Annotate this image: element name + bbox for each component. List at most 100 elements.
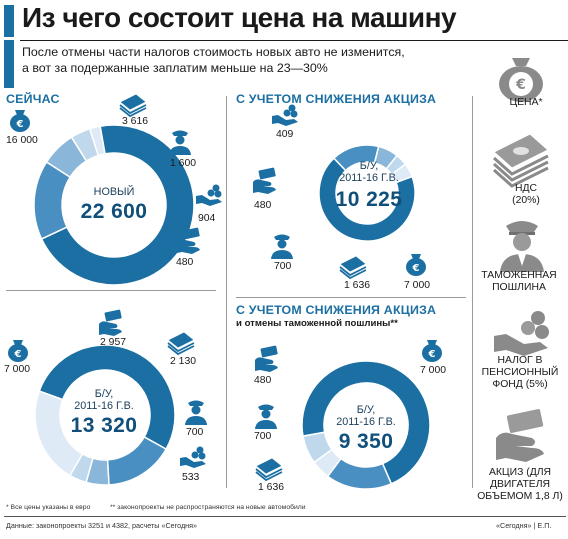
value-label-now-price: 16 000 (6, 135, 38, 146)
value-label-excise-customs-pension: 700 (254, 431, 272, 442)
customs-officer-icon (185, 400, 207, 425)
legend-label-excise-line-3: ОБЪЕМОМ 1,8 Л) (477, 491, 563, 502)
legend-label-price-line-1: ЦЕНА* (509, 97, 543, 108)
value-label-used-customs: 700 (186, 427, 204, 438)
customs-officer-icon (500, 221, 544, 272)
legend-label-vat-line-1: НДС (514, 183, 538, 194)
legend-label-excise-line-1: АКЦИЗ (ДЛЯ (488, 467, 552, 478)
donut-slice-price (38, 344, 176, 451)
value-label-excise-price: 7 000 (404, 280, 431, 291)
page-subtitle: После отмены части налогов стоимость нов… (22, 44, 442, 76)
legend-divider (472, 96, 473, 488)
center-sub-used: Б/У, 2011-16 Г.В. (62, 388, 146, 412)
value-label-excise-pension: 409 (276, 129, 294, 140)
svg-text:€: € (14, 349, 22, 360)
chart-icons: € € € € (8, 93, 442, 482)
vertical-divider (226, 96, 227, 488)
center-sub-excise: Б/У, 2011-16 Г.В. (329, 160, 409, 184)
value-label-used-price: 7 000 (4, 364, 31, 375)
hand-money-icon (255, 345, 278, 372)
customs-officer-icon (255, 404, 277, 429)
value-label-now-vat: 3 616 (122, 116, 149, 127)
source-rule (4, 516, 566, 517)
page-title: Из чего состоит цена на машину (22, 2, 457, 33)
legend-label-vat-line-2: (20%) (512, 195, 540, 206)
banknote-stack-icon (493, 133, 549, 188)
value-label-used-excise: 2 957 (100, 337, 127, 348)
donut-chart-excise-customs (301, 360, 431, 490)
legend-excise-icon-wrap (496, 409, 544, 462)
svg-text:€: € (428, 349, 436, 360)
money-bag-euro-icon: € (422, 340, 442, 362)
subtitle-line-1: После отмены части налогов стоимость нов… (22, 45, 405, 59)
value-label-now-pension: 904 (198, 213, 216, 224)
legend-label-customs-line-2: ПОШЛИНА (492, 282, 546, 293)
section-title-excise: С УЧЕТОМ СНИЖЕНИЯ АКЦИЗА (236, 92, 437, 106)
hand-money-icon (496, 409, 544, 462)
banknote-stack-icon (119, 93, 147, 118)
svg-text:€: € (515, 77, 526, 93)
center-sub-excise-line-2: 2011-16 Г.В. (339, 172, 399, 184)
legend-label-excise: АКЦИЗ (ДЛЯ ДВИГАТЕЛЯ ОБЪЕМОМ 1,8 Л) (474, 467, 566, 503)
hand-coins-icon (180, 446, 206, 468)
legend-label-pension: НАЛОГ В ПЕНСИОННЫЙ ФОНД (5%) (474, 355, 566, 391)
donut-slice-pension (302, 431, 333, 464)
subtitle-line-2: а вот за подержанные заплатим меньше на … (22, 61, 328, 75)
value-label-used-pension: 533 (182, 472, 200, 483)
section-subtitle-excise-customs: и отмены таможенной пошлины** (236, 318, 398, 329)
banknote-stack-icon (255, 457, 283, 482)
footnote-new-cars: ** законопроекты не распространяются на … (110, 504, 306, 511)
value-label-excise-excise: 480 (254, 200, 272, 211)
donut-slice-price (40, 124, 195, 286)
subtitle-accent-bar (4, 40, 14, 88)
center-total-excise: 10 225 (335, 188, 403, 211)
source-credit: «Сегодня» | Е.П. (496, 521, 552, 530)
center-sub-excise-customs: Б/У, 2011-16 Г.В. (324, 404, 408, 428)
value-label-now-excise: 480 (176, 257, 194, 268)
value-label-excise-customs-vat: 1 636 (258, 482, 285, 493)
donut-slice-excise (34, 390, 84, 477)
center-total-excise-customs: 9 350 (338, 430, 394, 453)
donut-slice-price (301, 360, 431, 485)
center-sub-used-line-1: Б/У, (94, 388, 114, 400)
title-rule (20, 40, 568, 41)
value-label-excise-customs-price: 7 000 (420, 365, 447, 376)
right-horizontal-divider (236, 297, 466, 298)
center-sub-used-line-2: 2011-16 Г.В. (74, 400, 134, 412)
center-sub-now: НОВЫЙ (93, 186, 135, 198)
source-data: Данные: законопроекты 3251 и 4382, расче… (6, 521, 197, 530)
donut-slice-vat (106, 435, 168, 486)
hand-money-icon (253, 167, 276, 194)
donut-slice-price (318, 157, 416, 242)
section-title-excise-customs: С УЧЕТОМ СНИЖЕНИЯ АКЦИЗА (236, 303, 437, 317)
legend-label-pension-line-3: ФОНД (5%) (492, 379, 548, 390)
value-label-excise-customs-excise: 480 (254, 375, 272, 386)
donut-chart-excise (318, 144, 416, 242)
donut-chart-used-current (34, 344, 176, 486)
legend-label-vat: НДС (20%) (486, 183, 566, 207)
hand-coins-icon (494, 311, 549, 356)
center-sub-excise-line-1: Б/У, (359, 160, 379, 172)
banknote-stack-icon (167, 331, 195, 356)
value-label-used-vat: 2 130 (170, 356, 197, 367)
money-bag-euro-icon: € (499, 58, 543, 102)
hand-coins-icon (196, 184, 222, 206)
center-total-now: 22 600 (80, 200, 148, 223)
value-label-excise-vat: 1 636 (344, 280, 371, 291)
money-bag-euro-icon: € (406, 254, 426, 276)
svg-text:€: € (412, 263, 420, 274)
donut-slice-excise (390, 163, 414, 184)
footnote-prices: * Все цены указаны в евро (6, 504, 91, 511)
legend-icons: € (493, 58, 549, 356)
legend-label-price: ЦЕНА* (486, 97, 566, 109)
legend-label-excise-line-2: ДВИГАТЕЛЯ (489, 479, 551, 490)
title-accent-bar (4, 5, 14, 37)
value-label-now-customs: 1 600 (170, 158, 197, 169)
left-horizontal-divider (6, 290, 216, 291)
section-title-now: СЕЙЧАС (6, 92, 60, 106)
money-bag-euro-icon: € (10, 110, 30, 132)
legend-label-pension-line-2: ПЕНСИОННЫЙ (481, 367, 559, 378)
legend-label-pension-line-1: НАЛОГ В (497, 355, 543, 366)
money-bag-euro-icon: € (8, 340, 28, 362)
